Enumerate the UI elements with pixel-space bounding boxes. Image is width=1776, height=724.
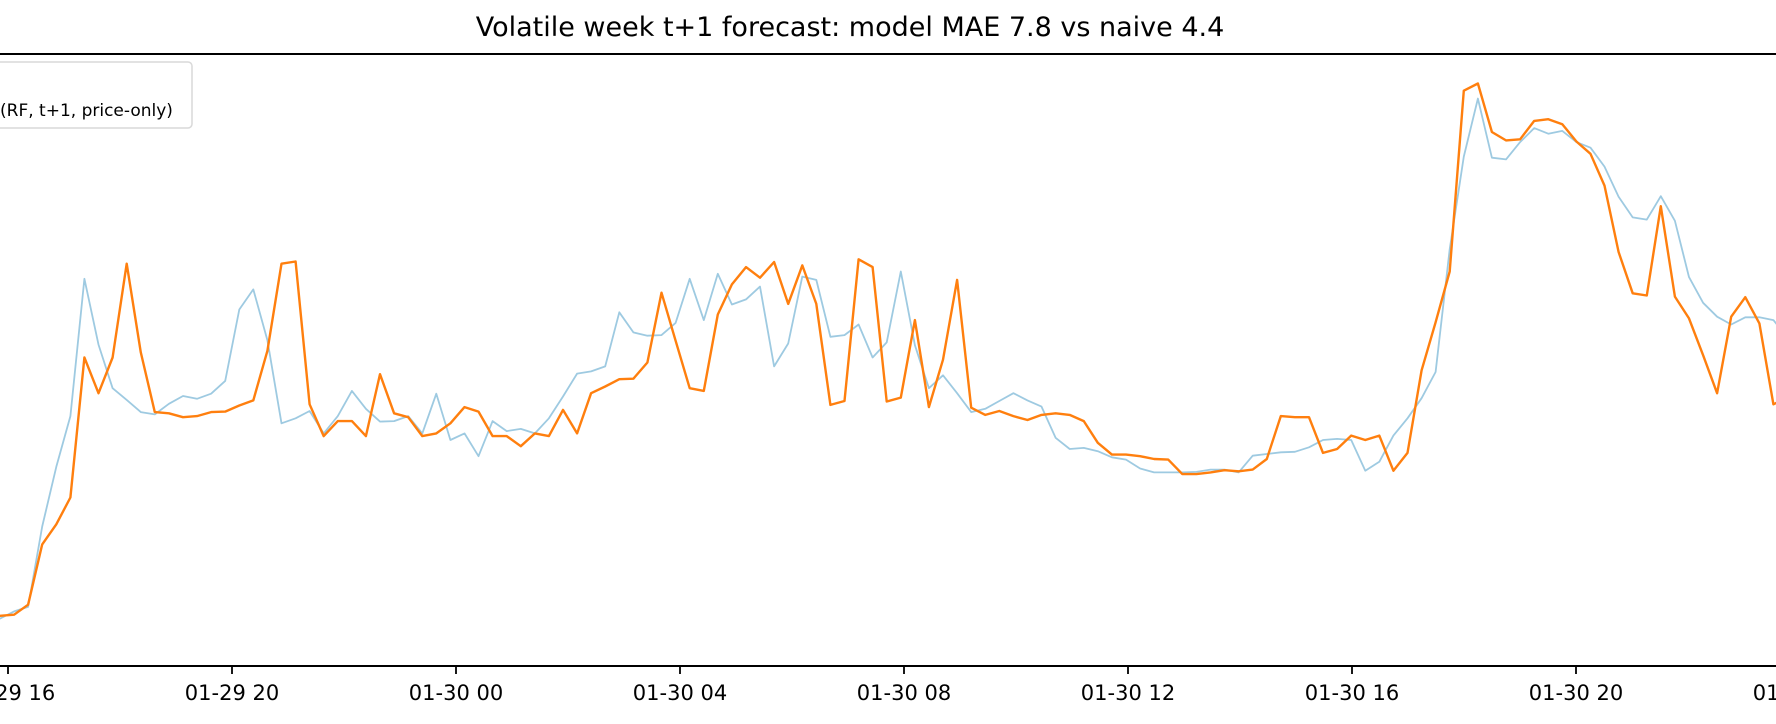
series-line-light-blue <box>0 97 1776 620</box>
series-group <box>0 82 1776 620</box>
x-tick-label: 01-31 00 <box>1753 681 1776 705</box>
x-tick-label: 01-29 16 <box>0 681 55 705</box>
legend-box <box>0 61 193 129</box>
x-tick-label: 01-30 12 <box>1081 681 1175 705</box>
series-line-orange <box>0 82 1776 617</box>
x-axis-ticks: 01-29 16 01-29 20 01-30 00 01-30 04 01-30 08… <box>0 666 1776 705</box>
x-tick-label: 01-30 04 <box>633 681 727 705</box>
x-tick-label: 01-30 20 <box>1529 681 1623 705</box>
x-tick-label: 01-30 16 <box>1305 681 1399 705</box>
chart-title: Volatile week t+1 forecast: model MAE 7.… <box>476 12 1225 43</box>
x-tick-label: 01-30 08 <box>857 681 951 705</box>
x-tick-label: 01-30 00 <box>409 681 503 705</box>
legend-entry-label: (RF, t+1, price-only) <box>0 101 173 121</box>
legend: (RF, t+1, price-only) <box>0 61 193 129</box>
x-tick-label: 01-29 20 <box>185 681 279 705</box>
